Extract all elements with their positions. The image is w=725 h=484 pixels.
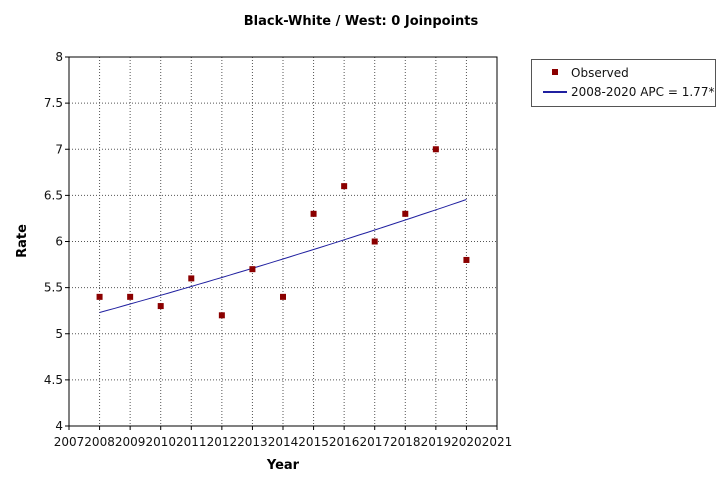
legend-item-observed: Observed — [532, 65, 629, 81]
fit-line — [99, 199, 467, 313]
x-axis: 2007 2008 2009 2010 2011 2012 2013 2014 2015 2016… — [54, 426, 513, 449]
y-axis-title: Rate — [15, 224, 30, 258]
legend: Observed 2008-2020 APC = 1.77* — [531, 59, 716, 107]
x-tick-label: 2014 — [268, 435, 299, 449]
observed-marker-icon — [541, 65, 569, 81]
legend-item-fit: 2008-2020 APC = 1.77* — [532, 84, 714, 100]
x-tick-label: 2008 — [84, 435, 115, 449]
x-tick-label: 2011 — [176, 435, 207, 449]
fit-line-icon — [541, 84, 569, 100]
y-tick-label: 4.5 — [44, 373, 63, 387]
x-tick-label: 2009 — [115, 435, 146, 449]
y-tick-label: 5 — [55, 327, 63, 341]
x-axis-title: Year — [266, 458, 300, 473]
observed-point — [341, 183, 348, 190]
y-tick-label: 6 — [55, 235, 63, 249]
x-tick-label: 2017 — [359, 435, 390, 449]
chart-title: Black-White / West: 0 Joinpoints — [244, 14, 479, 29]
x-tick-label: 2018 — [390, 435, 421, 449]
y-tick-label: 6.5 — [44, 188, 63, 202]
fit-series — [99, 199, 467, 313]
observed-point — [432, 146, 439, 153]
observed-point — [218, 312, 225, 319]
legend-label-observed: Observed — [571, 66, 629, 80]
x-tick-label: 2010 — [145, 435, 176, 449]
x-tick-label: 2019 — [421, 435, 452, 449]
x-tick-label: 2020 — [451, 435, 482, 449]
observed-point — [188, 275, 195, 282]
y-tick-label: 5.5 — [44, 281, 63, 295]
y-tick-label: 7.5 — [44, 96, 63, 110]
y-axis: 4 4.5 5 5.5 6 6.5 7 7.5 8 — [44, 50, 69, 433]
grid — [69, 57, 497, 426]
x-tick-label: 2007 — [54, 435, 85, 449]
y-tick-label: 8 — [55, 50, 63, 64]
x-tick-label: 2015 — [298, 435, 329, 449]
x-tick-label: 2021 — [482, 435, 513, 449]
legend-label-fit: 2008-2020 APC = 1.77* — [571, 85, 715, 99]
observed-point — [96, 293, 103, 300]
observed-point — [249, 266, 256, 273]
observed-point — [371, 238, 378, 245]
y-tick-label: 4 — [55, 419, 63, 433]
observed-point — [127, 293, 134, 300]
y-tick-label: 7 — [55, 142, 63, 156]
observed-point — [463, 256, 470, 263]
observed-point — [280, 293, 286, 300]
observed-series — [96, 146, 470, 319]
x-tick-label: 2012 — [207, 435, 238, 449]
x-tick-label: 2016 — [329, 435, 360, 449]
observed-point — [310, 210, 317, 217]
observed-point — [402, 210, 409, 217]
x-tick-label: 2013 — [237, 435, 268, 449]
observed-point — [157, 303, 164, 310]
